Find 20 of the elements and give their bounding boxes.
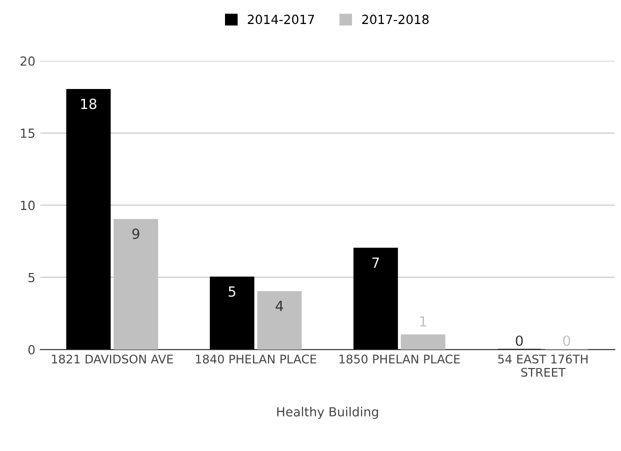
x-tick-label: 1840 PHELAN PLACE	[196, 354, 316, 364]
data-label: 9	[132, 228, 140, 240]
data-label: 1	[420, 316, 426, 326]
x-tick-label: 1850 PHELAN PLACE	[340, 354, 460, 364]
data-label: 0	[516, 335, 523, 346]
y-tick-label: 15	[20, 128, 34, 138]
y-tick-label: 0	[28, 344, 35, 354]
y-tick-label: 20	[20, 56, 35, 66]
data-label: 0	[563, 335, 570, 346]
data-label: 5	[228, 286, 236, 297]
y-tick-label: 5	[28, 273, 34, 282]
x-tick-label: 1821 DAVIDSON AVE	[52, 354, 173, 364]
x-axis-title: Healthy Building	[277, 406, 378, 419]
legend-label: 2017-2018	[362, 14, 429, 24]
data-label: 4	[276, 300, 284, 312]
data-label: 18	[81, 98, 96, 110]
x-tick-label: 54 EAST 176TH STREET	[498, 354, 588, 377]
legend-label: 2014-2017	[248, 14, 314, 24]
y-tick-label: 10	[20, 200, 35, 210]
data-label: 7	[372, 258, 379, 268]
